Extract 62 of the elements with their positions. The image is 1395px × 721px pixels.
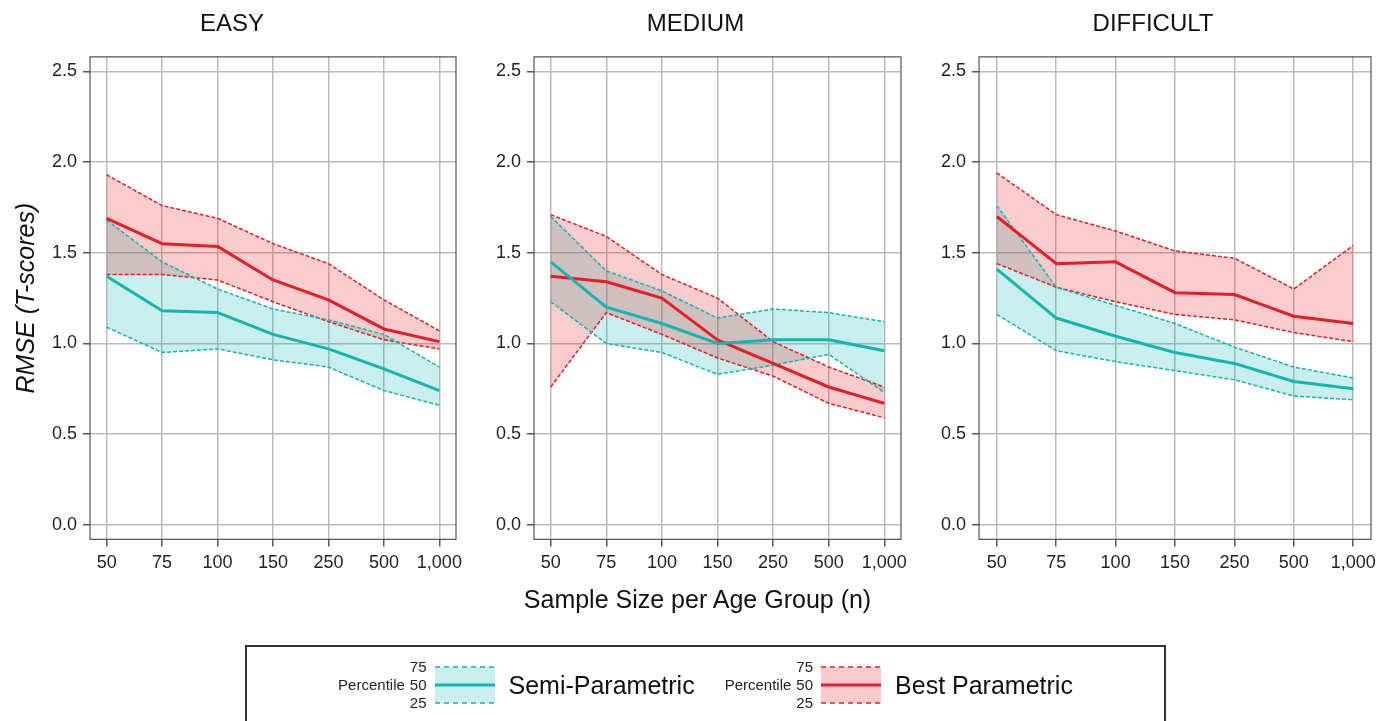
y-tick-label: 1.0 [51, 332, 78, 353]
x-tick-label: 250 [1219, 552, 1250, 573]
line-series [996, 313, 1354, 401]
line-series [105, 219, 441, 368]
y-tick-label: 2.0 [940, 151, 967, 171]
x-axis-title: Sample Size per Age Group (n) [522, 585, 873, 614]
x-tick-label: 50 [96, 552, 117, 573]
category-label: 50 [796, 676, 814, 693]
y-tick-label: 0.0 [940, 513, 967, 534]
x-tick-label: 1,000 [861, 552, 907, 573]
x-tick-label: 500 [1278, 552, 1309, 573]
x-tick-label: 250 [313, 552, 344, 573]
text: 75 [409, 658, 427, 675]
x-tick-label: 250 [758, 552, 789, 573]
line-series [996, 262, 1354, 343]
x-tick-label: 500 [368, 552, 399, 573]
x-tick-label: 150 [257, 552, 289, 573]
line-series [549, 300, 886, 394]
y-tick-label: 0.5 [51, 423, 78, 444]
y-tick-label: 1.0 [940, 332, 967, 353]
legend-label: Semi-Parametric [508, 670, 695, 700]
x-tick-label: 75 [1046, 552, 1067, 573]
line-series [996, 172, 1354, 290]
line-series [105, 273, 441, 350]
y-tick-label: 1.0 [495, 332, 522, 353]
y-tick-label: 2.5 [940, 60, 967, 81]
x-tick-label: 1,000 [1330, 552, 1376, 573]
y-tick-label: 0.5 [940, 423, 967, 444]
category-label: 75 [796, 658, 814, 675]
x-tick-label: 150 [702, 552, 733, 573]
y-tick-label: 2.0 [51, 151, 78, 171]
y-axis-title: RMSE (T-scores) [10, 202, 39, 394]
line-series [105, 326, 441, 406]
legend-label: Best Parametric [895, 670, 1073, 700]
y-tick-label: 1.5 [51, 241, 78, 262]
text: 25 [796, 694, 814, 711]
x-tick-label: 75 [152, 552, 173, 573]
x-tick-label: 500 [813, 552, 844, 573]
chart-title: EASY [199, 9, 265, 37]
x-tick-label: 100 [1100, 552, 1131, 573]
y-tick-label: 1.5 [940, 241, 967, 262]
x-tick-label: 150 [1159, 552, 1191, 573]
y-tick-label: 0.5 [495, 423, 522, 444]
legend-title: Percentile [338, 676, 405, 693]
line-series [549, 215, 886, 323]
x-tick-label: 1,000 [416, 552, 462, 573]
x-tick-label: 50 [986, 552, 1007, 573]
chart-title: MEDIUM [646, 9, 745, 37]
text: Percentile [724, 676, 792, 693]
x-tick-label: 50 [540, 552, 561, 573]
chart-title: DIFFICULT [1092, 9, 1214, 37]
y-tick-label: 2.0 [495, 151, 522, 171]
y-tick-label: 2.5 [495, 60, 522, 81]
y-tick-label: 0.0 [51, 513, 78, 534]
x-tick-label: 100 [646, 552, 677, 573]
x-tick-label: 100 [202, 552, 233, 573]
y-tick-label: 1.5 [495, 241, 522, 262]
y-tick-label: 0.0 [495, 513, 522, 534]
text: 50 [409, 676, 427, 693]
x-tick-label: 75 [596, 552, 617, 573]
y-tick-label: 2.5 [51, 60, 78, 81]
text: 25 [409, 694, 427, 711]
